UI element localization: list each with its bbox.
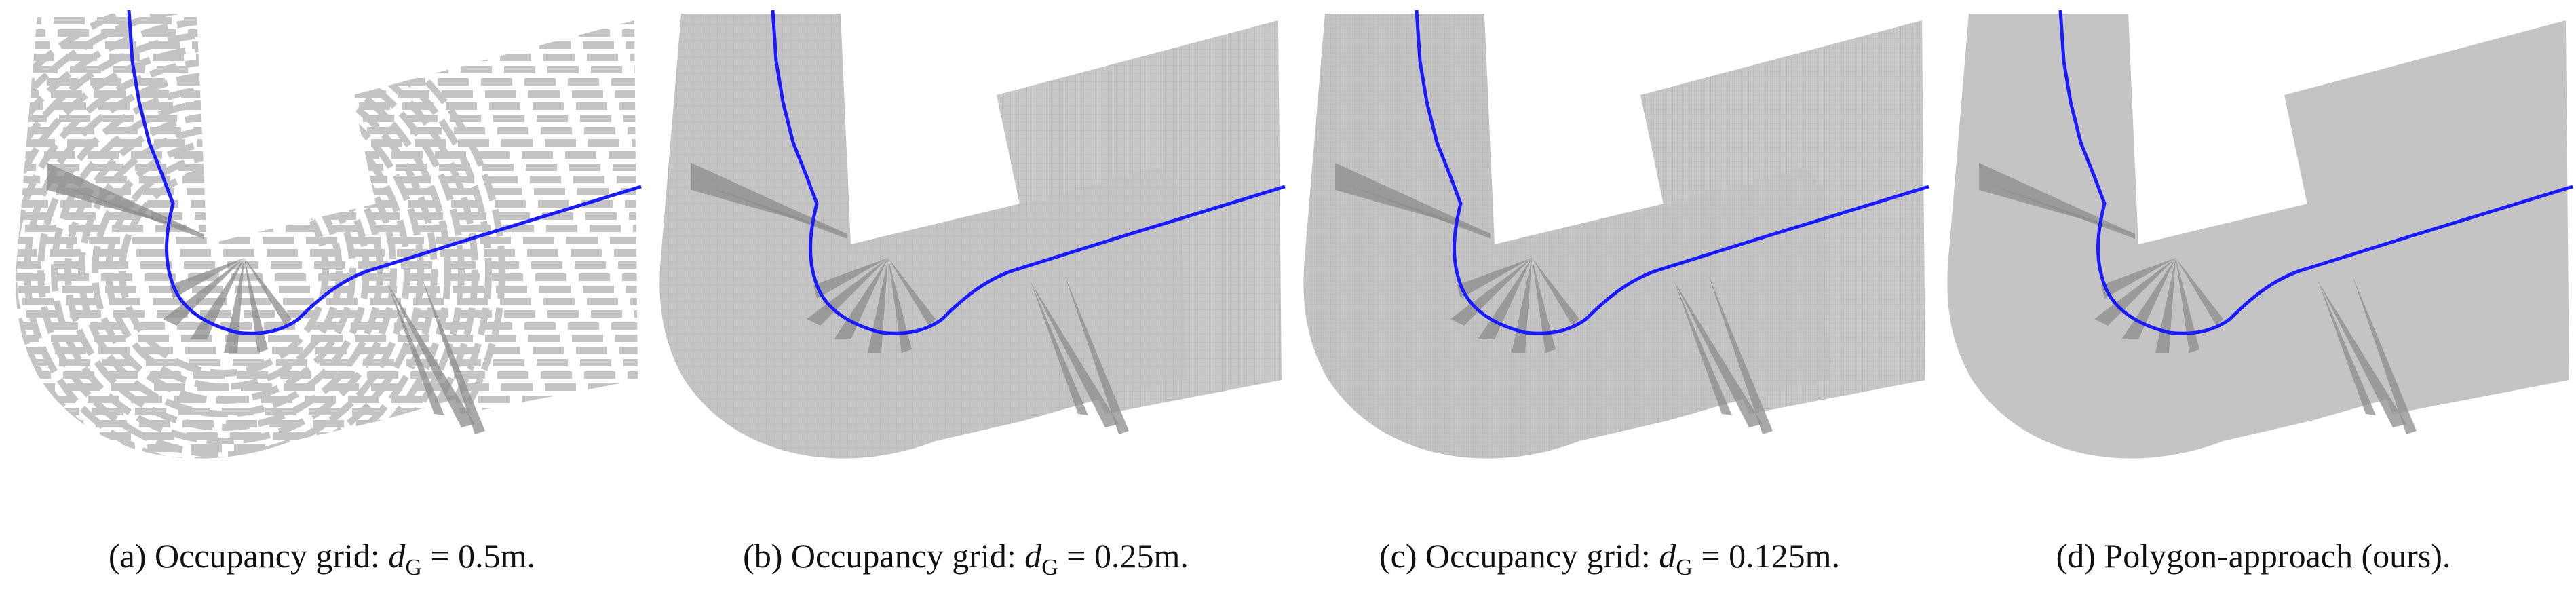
caption-b-sub: G [1041, 555, 1058, 580]
caption-a-prefix: (a) Occupancy grid: [109, 537, 389, 575]
panel-c: (c) Occupancy grid: dG = 0.125m. [1288, 0, 1931, 589]
caption-a-sub: G [405, 555, 422, 580]
caption-c-prefix: (c) Occupancy grid: [1379, 537, 1659, 575]
occupied-area [1947, 14, 2569, 459]
caption-c-sub: G [1676, 555, 1693, 580]
sensor-rays [691, 163, 1129, 434]
caption-a-suffix: = 0.5m. [421, 537, 535, 575]
trajectory-line [1415, 10, 1929, 335]
panel-d: (d) Polygon-approach (ours). [1931, 0, 2575, 589]
caption-d-prefix: (d) Polygon-approach (ours). [2056, 537, 2451, 575]
trajectory-line [771, 10, 1286, 335]
occupied-area [659, 14, 1282, 459]
caption-b-prefix: (b) Occupancy grid: [743, 537, 1025, 575]
occupied-area [1303, 14, 1925, 459]
trajectory-line [127, 10, 642, 335]
panel-b: (b) Occupancy grid: dG = 0.25m. [644, 0, 1288, 589]
caption-b-suffix: = 0.25m. [1058, 537, 1189, 575]
caption-a-var: d [388, 537, 406, 575]
caption-c-suffix: = 0.125m. [1692, 537, 1840, 575]
trajectory-line [2058, 10, 2573, 335]
occupancy-plot-d [1947, 10, 2573, 459]
occupancy-plot-c [1303, 10, 1929, 459]
caption-c-var: d [1659, 537, 1676, 575]
panel-a: (a) Occupancy grid: dG = 0.5m. [0, 0, 644, 589]
caption-c: (c) Occupancy grid: dG = 0.125m. [1288, 536, 1931, 581]
caption-b: (b) Occupancy grid: dG = 0.25m. [644, 536, 1288, 581]
occupancy-plot-b [659, 10, 1286, 459]
sensor-rays [1979, 163, 2417, 434]
caption-a: (a) Occupancy grid: dG = 0.5m. [0, 536, 644, 581]
caption-d: (d) Polygon-approach (ours). [1931, 536, 2575, 581]
coarse-cells [16, 14, 638, 459]
caption-b-var: d [1024, 537, 1042, 575]
occupancy-plot-a [16, 10, 642, 459]
